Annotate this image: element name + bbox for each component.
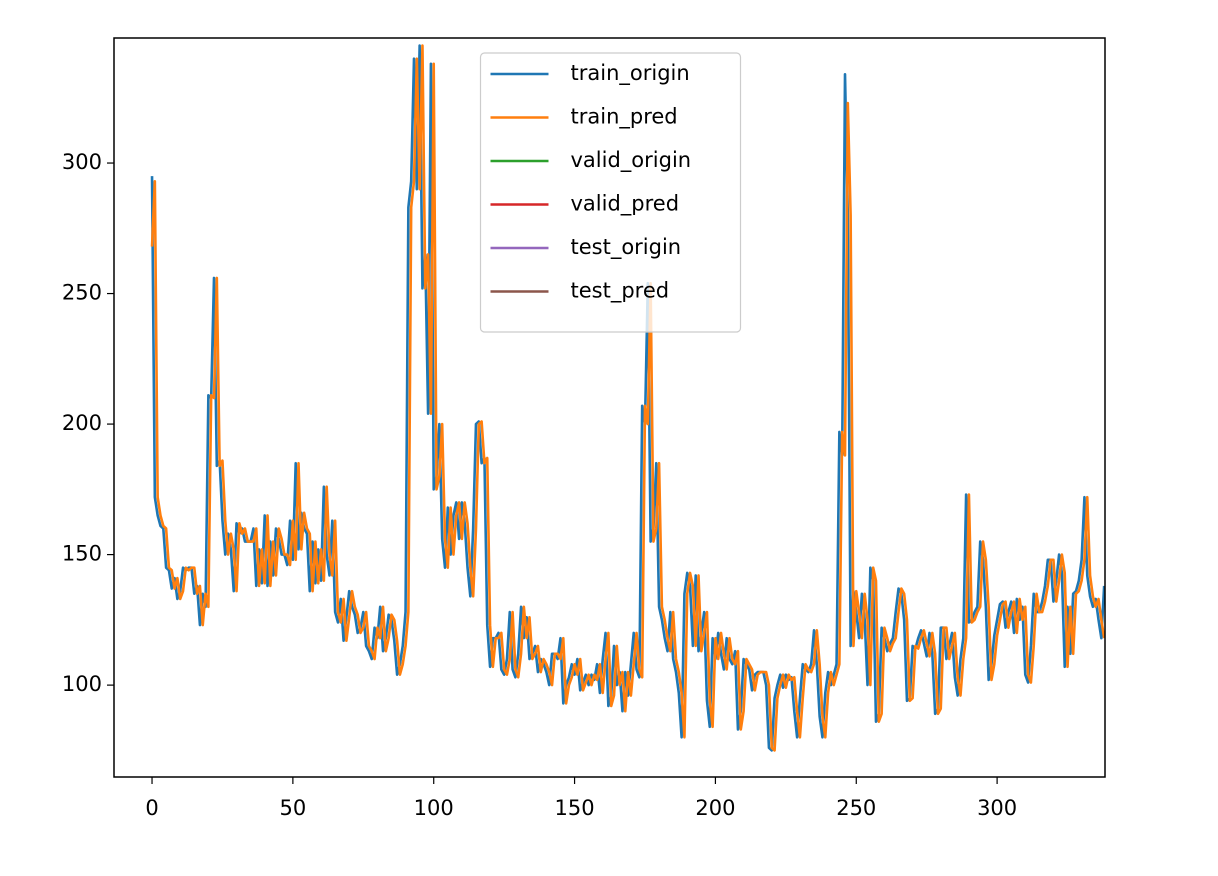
- x-tick-label: 200: [695, 796, 735, 820]
- x-tick-label: 0: [145, 796, 158, 820]
- legend-label: train_pred: [571, 105, 678, 130]
- x-tick-label: 50: [280, 796, 307, 820]
- x-tick-label: 150: [555, 796, 595, 820]
- y-tick-label: 250: [62, 281, 102, 305]
- plot-lines: [150, 44, 1105, 752]
- axes-frame: [113, 37, 1106, 778]
- legend-label: test_pred: [571, 279, 670, 304]
- y-tick-label: 150: [62, 542, 102, 566]
- legend-label: test_origin: [571, 235, 682, 260]
- x-tick-label: 250: [836, 796, 876, 820]
- legend-box: [479, 52, 742, 333]
- x-tick-label: 300: [977, 796, 1017, 820]
- y-tick-label: 200: [62, 411, 102, 435]
- series-line: [150, 44, 1105, 752]
- y-tick-label: 300: [62, 150, 102, 174]
- legend-label: valid_pred: [571, 192, 680, 217]
- x-tick-label: 100: [414, 796, 454, 820]
- y-tick-label: 100: [62, 672, 102, 696]
- legend-label: valid_origin: [571, 148, 692, 173]
- legend-label: train_origin: [571, 61, 690, 86]
